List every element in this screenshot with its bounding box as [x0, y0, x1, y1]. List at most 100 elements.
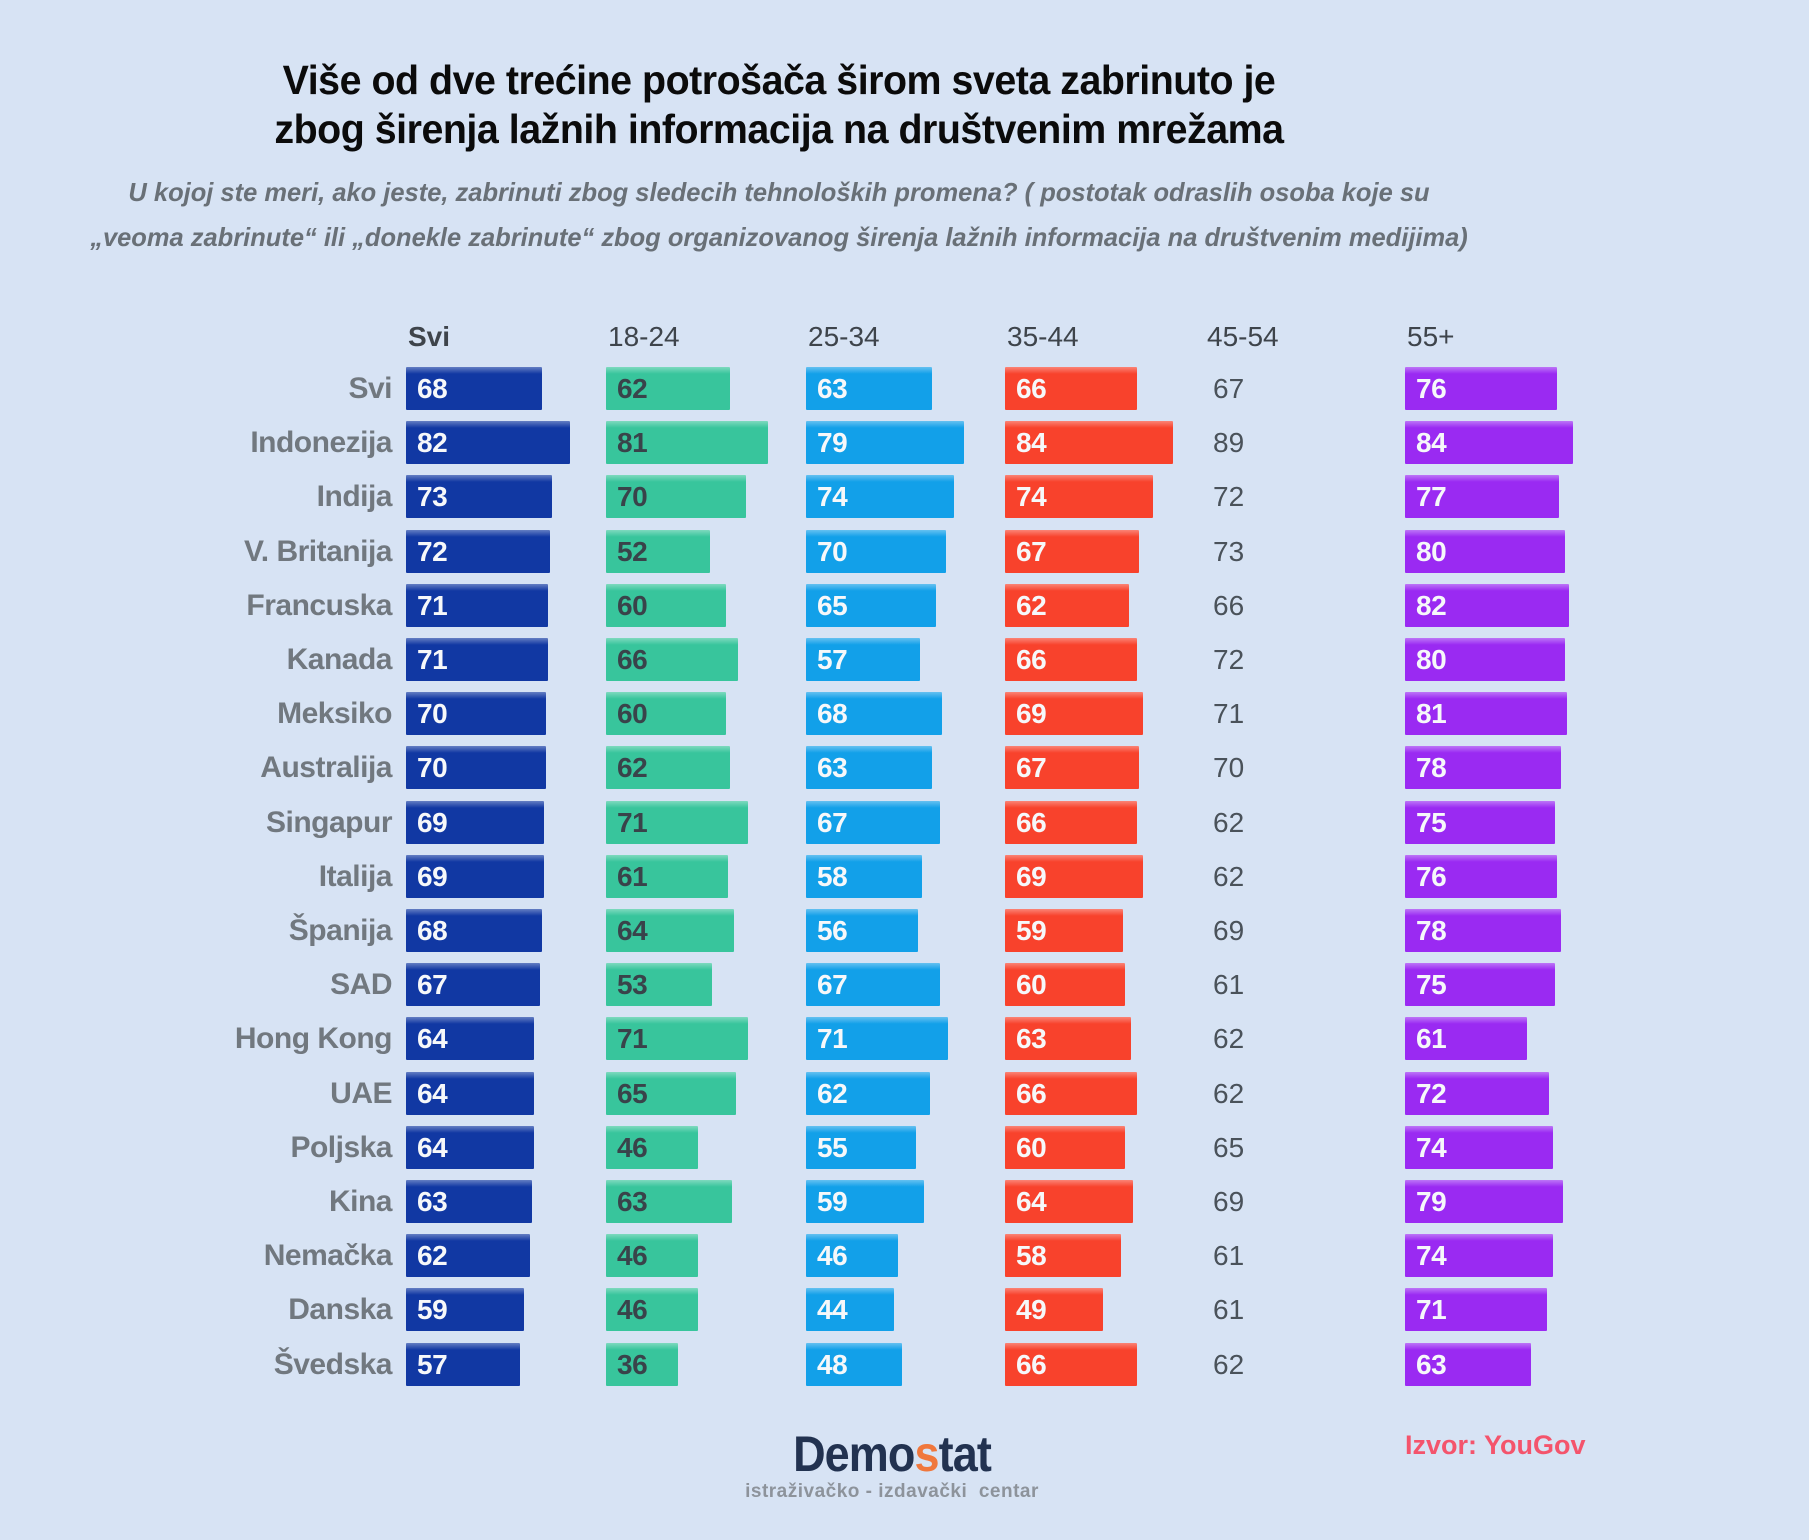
cell-value: 66 — [1213, 589, 1245, 621]
bar-value-label: 71 — [817, 1023, 848, 1055]
bar-value-label: 67 — [417, 969, 448, 1001]
column-header-25-34: 25-34 — [808, 321, 880, 352]
row-label: Španija — [288, 914, 393, 947]
bar-value-label: 75 — [1416, 806, 1447, 838]
bar: 79 — [1405, 1180, 1563, 1223]
bar-value-label: 46 — [617, 1294, 648, 1326]
bar-value-label: 69 — [1016, 860, 1047, 892]
cell-value: 73 — [1213, 535, 1245, 567]
bar: 61 — [1405, 1017, 1527, 1061]
column-header-18-24: 18-24 — [608, 321, 680, 352]
bar: 66 — [1005, 1071, 1137, 1115]
cell-value: 62 — [1213, 1077, 1245, 1109]
bar: 81 — [606, 421, 768, 465]
source-credit: Izvor: YouGov — [1405, 1430, 1586, 1460]
bar: 70 — [406, 746, 546, 790]
bar: 72 — [406, 529, 550, 573]
cell-value: 70 — [1213, 752, 1245, 784]
bar-value-label: 70 — [417, 698, 448, 730]
bar-value-label: 76 — [1416, 373, 1447, 404]
bar: 58 — [806, 854, 922, 898]
bar: 59 — [406, 1288, 524, 1332]
bar: 59 — [1005, 909, 1123, 952]
bar: 64 — [406, 1017, 534, 1061]
bar-value-label: 76 — [1416, 860, 1447, 892]
bar: 79 — [806, 421, 964, 465]
bar-value-label: 84 — [1016, 427, 1047, 459]
bar: 74 — [1005, 475, 1153, 519]
bar: 65 — [606, 1071, 736, 1115]
bar: 78 — [1405, 746, 1561, 790]
bar-value-label: 63 — [817, 752, 848, 784]
bar: 84 — [1005, 421, 1173, 465]
bar: 70 — [406, 692, 546, 736]
bar-value-label: 67 — [817, 806, 848, 838]
bar-value-label: 63 — [617, 1186, 648, 1217]
bar: 68 — [406, 909, 542, 952]
bar-value-label: 58 — [817, 860, 848, 892]
bar-value-label: 36 — [617, 1348, 648, 1380]
row-label: Švedska — [273, 1347, 393, 1381]
bar: 74 — [1405, 1125, 1553, 1169]
bar: 62 — [606, 367, 730, 410]
bar-value-label: 71 — [1416, 1294, 1447, 1326]
bar: 60 — [1005, 1125, 1125, 1169]
bar: 64 — [1005, 1180, 1133, 1223]
bar-value-label: 71 — [417, 644, 448, 675]
bar: 58 — [1005, 1234, 1121, 1278]
bar-value-label: 65 — [817, 589, 848, 621]
bar: 67 — [806, 800, 940, 844]
bar-value-label: 61 — [617, 860, 648, 892]
bar: 59 — [806, 1180, 924, 1223]
row-label: Australija — [260, 751, 392, 785]
bar-value-label: 80 — [1416, 535, 1447, 567]
bar-value-label: 66 — [1016, 1077, 1047, 1109]
bar: 67 — [1005, 746, 1139, 790]
bar: 63 — [406, 1180, 532, 1223]
bar: 67 — [1005, 529, 1139, 573]
bar: 64 — [406, 1071, 534, 1115]
bar: 73 — [406, 475, 552, 519]
cell-value: 69 — [1213, 1186, 1245, 1217]
bar: 68 — [406, 367, 542, 410]
bar-value-label: 67 — [817, 969, 848, 1001]
bar: 65 — [806, 583, 936, 627]
bar-value-label: 78 — [1416, 752, 1447, 784]
row-label: Nemačka — [263, 1239, 393, 1273]
bar: 46 — [606, 1234, 698, 1278]
bar-value-label: 65 — [617, 1077, 648, 1109]
logo-subtitle: istraživačko - izdavački centar — [745, 1481, 1039, 1502]
bar-value-label: 72 — [1416, 1077, 1447, 1109]
logo-text-pre: Demo — [793, 1426, 915, 1482]
bar: 71 — [606, 1017, 748, 1061]
bar: 61 — [606, 854, 728, 898]
bar: 62 — [1005, 583, 1129, 627]
bar-value-label: 62 — [817, 1077, 848, 1109]
chart-title-line1: Više od dve trećine potrošača širom svet… — [282, 57, 1276, 103]
bar-value-label: 74 — [1016, 481, 1047, 513]
bar-value-label: 58 — [1016, 1240, 1047, 1272]
bar: 49 — [1005, 1288, 1103, 1332]
bar: 60 — [1005, 963, 1125, 1007]
bar-value-label: 78 — [1416, 915, 1447, 946]
row-label: Kanada — [286, 643, 393, 676]
bar: 74 — [1405, 1234, 1553, 1278]
bar: 48 — [806, 1342, 902, 1386]
bar: 53 — [606, 963, 712, 1007]
bar: 66 — [1005, 1342, 1137, 1386]
bar: 46 — [606, 1288, 698, 1332]
bar: 57 — [406, 1342, 520, 1386]
bar: 77 — [1405, 475, 1559, 519]
bar-value-label: 59 — [417, 1294, 448, 1326]
bar-value-label: 66 — [1016, 806, 1047, 838]
bar-value-label: 56 — [817, 915, 848, 946]
cell-value: 72 — [1213, 644, 1245, 675]
cell-value: 71 — [1213, 698, 1245, 730]
cell-value: 62 — [1213, 1348, 1245, 1380]
bar: 69 — [1005, 854, 1143, 898]
demostat-logo: Demostat — [652, 1429, 1132, 1479]
bar-value-label: 72 — [417, 535, 448, 567]
bar-value-label: 52 — [617, 535, 648, 567]
chart-subtitle-line2: „veoma zabrinute“ ili „donekle zabrinute… — [90, 222, 1468, 252]
